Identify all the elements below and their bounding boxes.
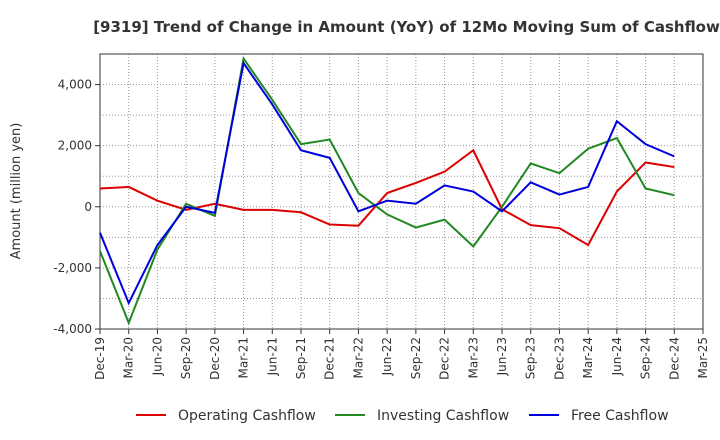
x-tick-label: Dec-24 [667, 337, 681, 380]
x-tick-label: Dec-21 [323, 337, 337, 380]
series-layer [99, 56, 675, 326]
x-tick-label: Jun-22 [380, 337, 394, 376]
x-tick-label: Sep-20 [179, 337, 193, 379]
x-tick-label: Mar-21 [237, 337, 251, 378]
x-tick-label: Mar-22 [351, 337, 365, 378]
x-tick-label: Mar-24 [581, 337, 595, 378]
x-tick-label: Dec-20 [208, 337, 222, 380]
legend-label-investing-cashflow: Investing Cashflow [377, 408, 509, 424]
y-tick-label: -2,000 [53, 261, 92, 275]
x-tick-label: Mar-23 [466, 337, 480, 378]
chart-title: [9319] Trend of Change in Amount (YoY) o… [93, 18, 720, 36]
x-tick-label: Mar-20 [122, 337, 136, 378]
y-tick-label: 4,000 [58, 78, 92, 92]
plot-border [99, 53, 704, 330]
legend: Operating Cashflow Investing Cashflow Free… [136, 408, 669, 424]
axis-layer: -4,000 -2,000 0 2,000 4,000 Dec-19 Mar-20 Jun-2… [53, 53, 710, 380]
free-cashflow-line [99, 60, 675, 306]
x-tick-label: Dec-22 [438, 337, 452, 380]
investing-cashflow-line [99, 56, 675, 326]
y-axis-label: Amount (million yen) [9, 123, 24, 260]
x-tick-label: Jun-20 [150, 337, 164, 376]
y-tick-label: 2,000 [58, 139, 92, 153]
x-tick-label: Dec-19 [93, 337, 107, 380]
legend-label-free-cashflow: Free Cashflow [571, 408, 669, 424]
y-tick-label: -4,000 [53, 322, 92, 336]
legend-label-operating-cashflow: Operating Cashflow [178, 408, 316, 424]
x-tick-label: Sep-22 [409, 337, 423, 379]
x-tick-label: Sep-21 [294, 337, 308, 379]
x-tick-label: Jun-23 [495, 337, 509, 376]
x-tick-label: Dec-23 [552, 337, 566, 380]
y-tick-label: 0 [84, 200, 92, 214]
grid-layer [99, 53, 704, 330]
x-tick-label: Sep-24 [639, 337, 653, 379]
x-tick-label: Jun-24 [610, 337, 624, 376]
x-tick-label: Jun-21 [265, 337, 279, 376]
x-tick-label: Sep-23 [524, 337, 538, 379]
plot-area [100, 54, 703, 329]
x-tick-label: Mar-25 [696, 337, 710, 378]
